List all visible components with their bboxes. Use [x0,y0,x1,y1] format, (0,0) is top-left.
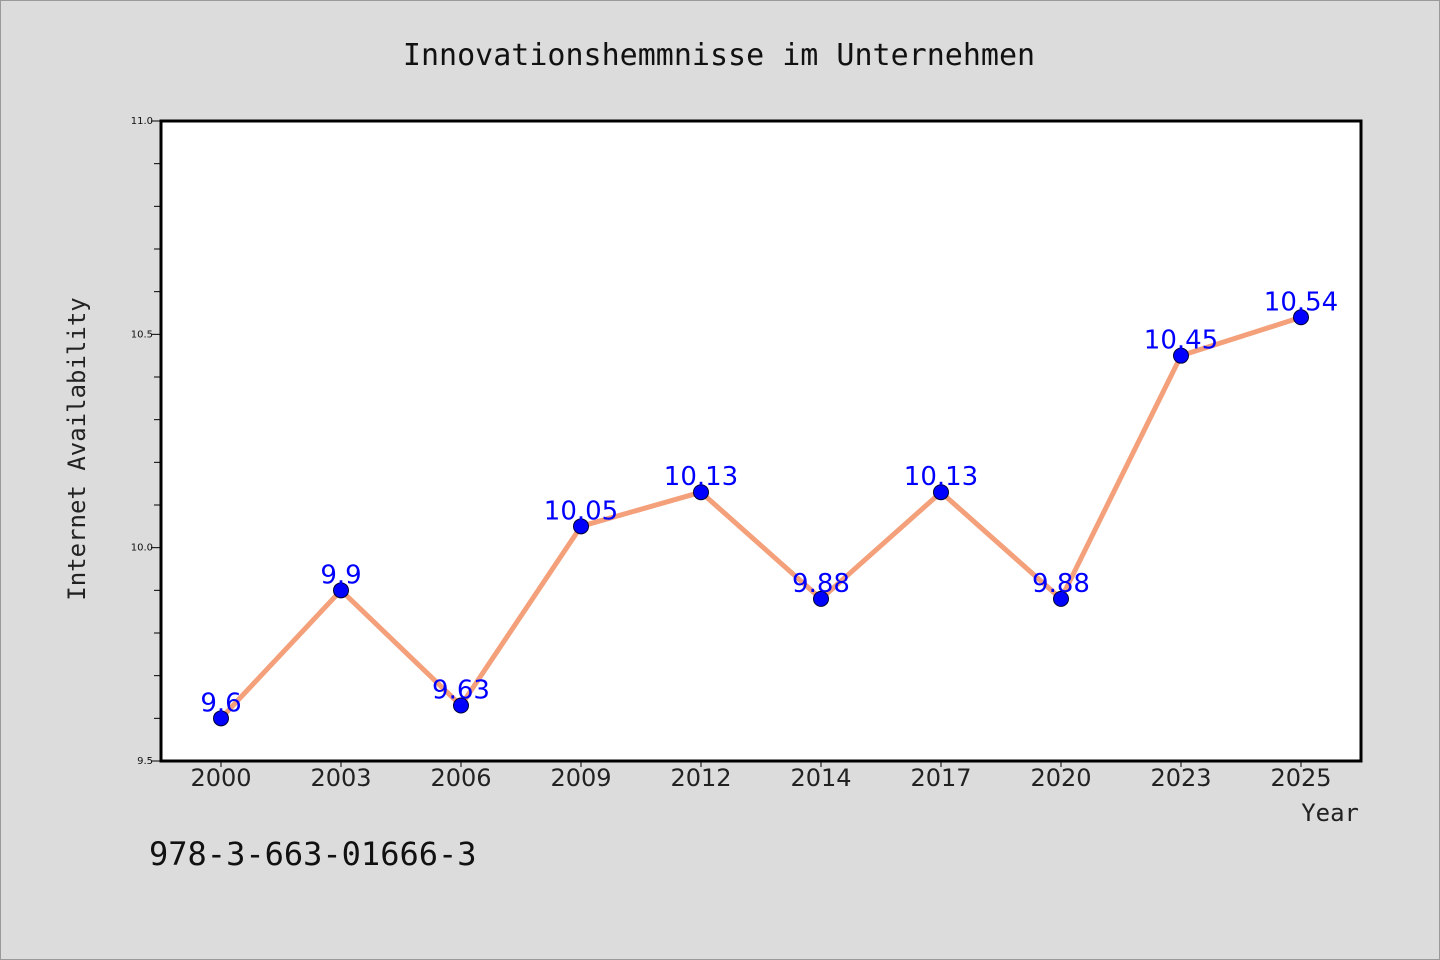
data-point-marker [573,518,589,535]
data-point-label: 10.05 [544,496,618,526]
x-tick-label: 2012 [670,764,731,792]
data-point-label: 9.88 [1032,569,1090,599]
data-point-marker [213,710,229,727]
y-tick-label: 10.0 [131,543,153,554]
chart-title: Innovationshemmnisse im Unternehmen [403,38,1035,73]
data-point-marker [1053,590,1069,607]
data-point-label: 10.45 [1144,326,1218,356]
data-point-label: 9.88 [792,569,850,599]
series-layer: 9.6 9.9 9.63 10.05 10.13 9.88 10.13 9.88 10.45 10… [200,287,1338,727]
data-point-marker [333,582,349,599]
data-point-marker [813,590,829,607]
data-point-marker [1173,347,1189,364]
y-axis: 9.5 10.0 10.5 11.0 [131,116,161,767]
data-point-marker [693,484,709,501]
x-tick-label: 2014 [790,764,851,792]
data-point-label: 9.6 [200,688,241,718]
x-tick-label: 2009 [550,764,611,792]
data-point-label: 10.13 [904,462,978,492]
y-tick-label: 11.0 [131,116,153,127]
y-axis-title: Internet Availability [63,297,91,600]
x-axis: 2000 2003 2006 2009 2012 2014 2017 2020 2023 2025 [190,761,1332,792]
y-tick-label: 9.5 [137,756,153,767]
series-line [218,314,1304,721]
x-tick-label: 2003 [310,764,371,792]
x-tick-label: 2017 [910,764,971,792]
data-point-label: 9.63 [432,676,490,706]
x-tick-label: 2025 [1270,764,1331,792]
data-point-marker [1293,309,1309,326]
y-tick-label: 10.5 [131,329,153,340]
x-tick-label: 2006 [430,764,491,792]
x-tick-label: 2000 [190,764,251,792]
data-point-label: 10.13 [664,462,738,492]
x-tick-label: 2023 [1150,764,1211,792]
x-axis-title: Year [1301,799,1359,827]
data-point-marker [933,484,949,501]
data-point-label: 10.54 [1264,287,1338,317]
plot-area [159,119,1363,763]
isbn-text: 978-3-663-01666-3 [149,835,477,873]
data-point-label: 9.9 [320,560,361,590]
x-tick-label: 2020 [1030,764,1091,792]
data-point-marker [453,697,469,714]
